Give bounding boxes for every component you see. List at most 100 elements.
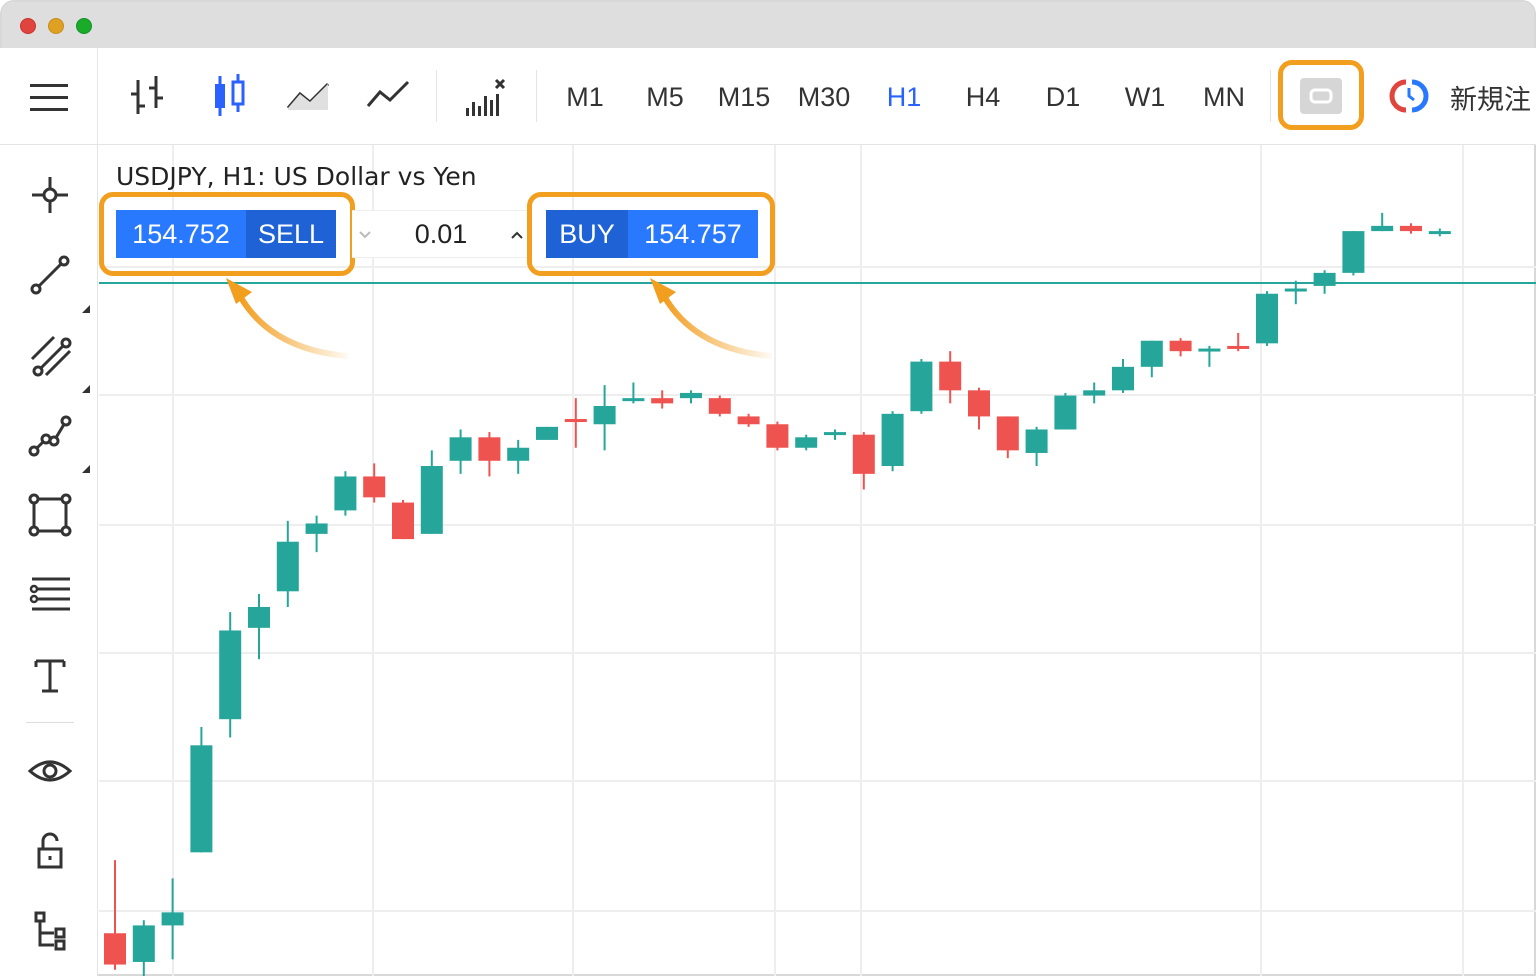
candle-body (1198, 348, 1221, 352)
hamburger-menu-icon (30, 84, 68, 111)
top-toolbar: M1 M5 M15 M30 H1 H4 D1 W1 MN 新規注 (0, 48, 1536, 145)
candle (680, 390, 702, 404)
new-order-button[interactable] (1388, 78, 1432, 114)
candle-body (392, 502, 414, 540)
timeframe-h4[interactable]: H4 (965, 82, 1001, 112)
candle (536, 426, 558, 440)
line-chart-icon (286, 82, 330, 110)
symbol-title: USDJPY, H1: US Dollar vs Yen (116, 162, 477, 191)
maximize-window-button[interactable] (76, 18, 92, 34)
candle-body (1054, 395, 1077, 430)
minimize-window-button[interactable] (48, 18, 64, 34)
text-tool[interactable] (26, 651, 74, 699)
line-chart-button[interactable] (364, 72, 412, 120)
line-chart-2-icon (366, 80, 410, 107)
timeframe-m30[interactable]: M30 (797, 82, 851, 112)
candle (1342, 231, 1365, 276)
candle-body (132, 925, 155, 962)
chart-area[interactable] (99, 145, 1536, 976)
rectangle-tool[interactable] (26, 491, 74, 539)
candle (651, 390, 674, 409)
fibonacci-tool[interactable] (26, 571, 74, 619)
candle (1428, 228, 1451, 237)
candle (737, 413, 760, 427)
chevron-up-icon[interactable] (510, 229, 524, 241)
candle-body (852, 434, 875, 474)
sell-label[interactable]: SELL (246, 210, 336, 258)
toolbar-separator (436, 70, 437, 122)
candle-body (248, 606, 270, 628)
trendline-icon (30, 255, 70, 295)
timeframe-mn[interactable]: MN (1203, 82, 1245, 112)
candle (622, 382, 645, 404)
candle (1256, 291, 1278, 346)
timeframe-h1[interactable]: H1 (886, 82, 922, 112)
candle (1284, 280, 1307, 305)
candle (392, 499, 414, 540)
candle-body (507, 447, 530, 461)
submenu-indicators (82, 305, 90, 473)
candle-body (1025, 429, 1048, 453)
candle-body (1256, 293, 1278, 344)
candle-body (334, 476, 357, 511)
lock-tool[interactable] (26, 827, 74, 875)
candle-body (1342, 231, 1365, 273)
candle (248, 593, 270, 660)
one-click-trading-button[interactable] (1300, 78, 1342, 114)
candle-body (363, 476, 386, 498)
candle-body (1284, 288, 1307, 292)
buy-button[interactable]: BUY 154.757 (546, 210, 758, 258)
timeframe-m15[interactable]: M15 (717, 82, 771, 112)
drawing-tools-sidebar (0, 145, 98, 976)
candle-body (622, 398, 645, 402)
candle (766, 421, 789, 451)
object-tree-tool[interactable] (26, 907, 74, 955)
candle-body (1428, 231, 1451, 235)
candle (1400, 223, 1422, 234)
text-tool-icon (34, 659, 66, 693)
chevron-down-icon[interactable] (358, 229, 372, 241)
candle-body (1140, 340, 1163, 367)
candle-body (1371, 225, 1394, 232)
timeframe-d1[interactable]: D1 (1045, 82, 1081, 112)
crosshair-tool[interactable] (26, 171, 74, 219)
visibility-tool[interactable] (26, 747, 74, 795)
buy-label[interactable]: BUY (546, 210, 628, 258)
bar-chart-button[interactable] (124, 72, 172, 120)
candlestick-chart-button[interactable] (204, 72, 252, 120)
timeframe-m5[interactable]: M5 (646, 82, 684, 112)
candle (881, 411, 904, 472)
candle (795, 434, 818, 451)
candle-body (478, 437, 501, 461)
menu-button[interactable] (0, 48, 98, 144)
candle (276, 520, 299, 607)
timeframe-m1[interactable]: M1 (566, 82, 604, 112)
eye-icon (27, 760, 73, 782)
area-chart-button[interactable] (284, 72, 332, 120)
indicators-button[interactable] (460, 72, 520, 126)
polyline-icon (28, 415, 72, 457)
candle (593, 385, 616, 451)
volume-field[interactable]: 0.01 (352, 210, 530, 258)
candle-body (708, 398, 731, 414)
candle (420, 450, 443, 534)
trendline-tool[interactable] (26, 251, 74, 299)
channel-tool[interactable] (26, 331, 74, 379)
candle-body (449, 437, 472, 461)
candle (1025, 426, 1048, 467)
new-order-label[interactable]: 新規注 (1450, 85, 1531, 116)
candle-body (276, 541, 299, 592)
volume-value[interactable]: 0.01 (414, 219, 468, 249)
candle-body (680, 392, 702, 399)
candle (1371, 212, 1394, 232)
buy-highlight (527, 192, 775, 276)
buy-price[interactable]: 154.757 (628, 210, 758, 258)
candlestick-chart (99, 145, 1536, 976)
title-bar (2, 2, 1534, 50)
sell-price[interactable]: 154.752 (116, 210, 246, 258)
candle (305, 515, 328, 553)
close-window-button[interactable] (20, 18, 36, 34)
timeframe-w1[interactable]: W1 (1124, 82, 1166, 112)
sell-button[interactable]: 154.752 SELL (116, 210, 336, 258)
polyline-tool[interactable] (26, 411, 74, 459)
